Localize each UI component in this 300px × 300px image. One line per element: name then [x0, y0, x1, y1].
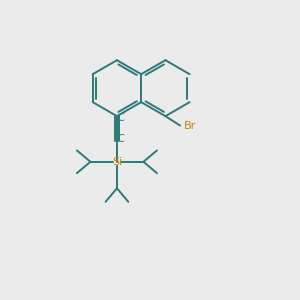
Text: C: C — [118, 134, 125, 144]
Text: C: C — [118, 113, 125, 124]
Text: Br: Br — [184, 122, 196, 131]
Text: Si: Si — [112, 157, 122, 167]
